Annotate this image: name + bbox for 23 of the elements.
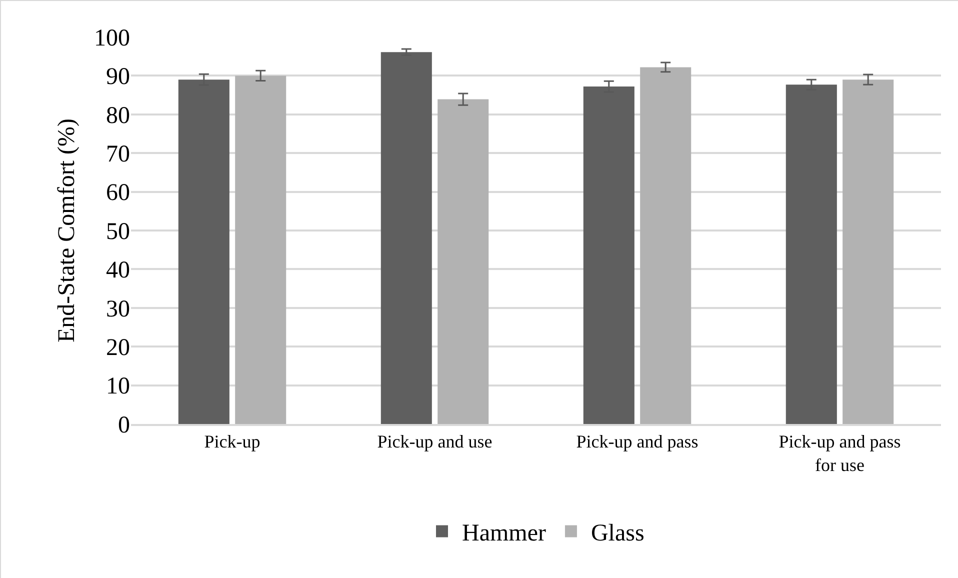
- bar: [640, 67, 692, 424]
- legend-label: Hammer: [462, 520, 546, 547]
- y-tick-label: 70: [106, 142, 130, 168]
- x-tick-label: Pick-up and use: [377, 431, 492, 452]
- y-tick-label: 10: [106, 374, 130, 400]
- y-tick-label: 60: [106, 180, 130, 206]
- y-tick-label: 0: [118, 412, 130, 438]
- y-tick-label: 50: [106, 218, 130, 245]
- x-tick-label: Pick-up: [204, 431, 260, 452]
- bar: [842, 80, 894, 424]
- bar: [235, 76, 286, 424]
- y-tick-label: 90: [106, 64, 130, 90]
- bar: [380, 52, 432, 424]
- bar: [438, 99, 489, 424]
- y-tick-label: 100: [94, 25, 130, 52]
- x-tick-label: Pick-up and pass: [576, 431, 698, 452]
- x-tick-label: Pick-up and pass for use: [778, 431, 901, 475]
- legend-label: Glass: [590, 520, 644, 547]
- y-tick-label: 30: [106, 296, 130, 322]
- y-axis-title: End-State Comfort (%): [54, 118, 80, 342]
- y-tick-label: 80: [106, 102, 130, 129]
- y-tick-label: 20: [106, 335, 130, 361]
- y-tick-label: 40: [106, 258, 130, 284]
